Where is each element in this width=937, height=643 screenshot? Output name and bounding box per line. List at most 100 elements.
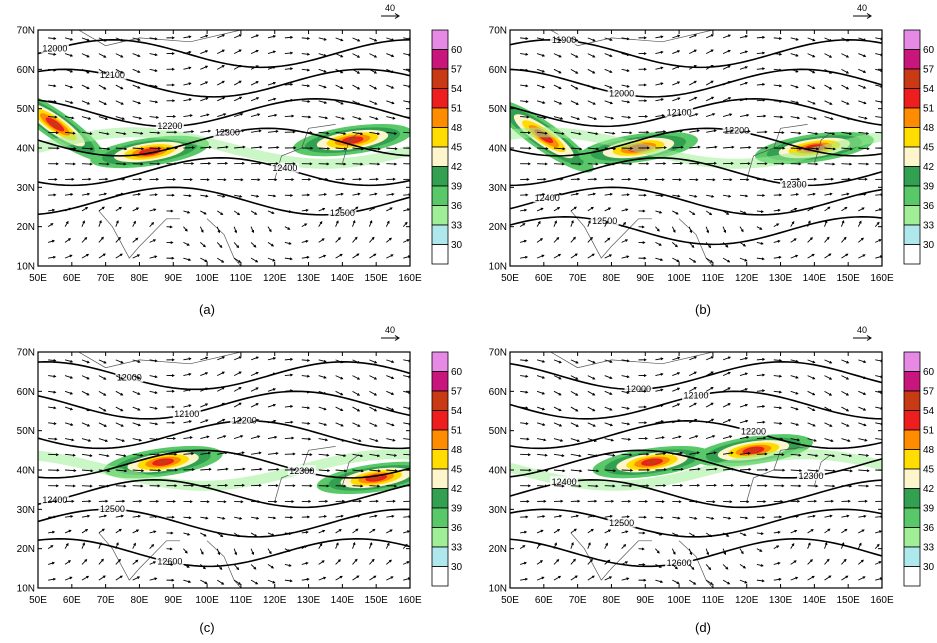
wind-vector-head [204,581,208,584]
wind-vector-head [276,146,280,149]
wind-vector-head [224,161,229,165]
wind-vector-head [843,236,847,240]
wind-vector-head [678,500,682,504]
wind-vector-head [727,581,731,585]
wind-vector-head [55,484,59,488]
wind-vector [587,453,598,457]
wind-vector-head [795,375,799,379]
wind-vector-head [341,439,345,442]
wind-vector-head [273,516,277,520]
wind-vector [773,256,781,259]
wind-vector [369,469,381,472]
wind-vector [807,68,815,74]
wind-vector-head [526,499,530,503]
wind-vector [570,469,582,472]
contour-label-bg [682,389,710,400]
wind-vector [688,257,696,263]
wind-vector-head [202,244,206,248]
wind-vector [807,453,818,457]
wind-vector-head [120,514,125,518]
wind-vector [790,53,799,57]
wind-vector-head [711,96,715,100]
wind-vector-head [239,418,243,422]
wind-vector-head [340,86,344,90]
wind-vector-head [174,130,178,134]
wind-vector [520,562,527,565]
wind-vector-head [832,469,837,473]
wind-vector-head [308,437,312,441]
wind-vector-head [275,129,279,133]
wind-vector-head [641,547,645,551]
wind-vector [132,375,140,379]
wind-vector [773,68,782,71]
wind-vector-head [271,533,275,537]
wind-vector-head [70,359,74,363]
wind-vector-head [795,69,799,73]
x-tick-label: 160E [870,595,894,606]
wind-vector-head [205,356,209,360]
wind-vector-head [340,514,344,518]
wind-vector [705,564,711,570]
wind-vector-head [171,67,175,71]
wind-vector-head [325,499,329,503]
wind-vector-head [829,192,833,196]
wind-vector-head [69,376,74,379]
wind-vector-head [725,244,729,248]
wind-vector [587,575,595,581]
wind-vector-head [238,582,242,585]
wind-vector-head [154,193,158,197]
wind-vector [604,221,608,227]
wind-vector-head [239,96,243,100]
wind-vector-head [65,542,69,546]
wind-vector-head [588,220,591,224]
wind-vector-head [208,161,212,165]
wind-vector-head [860,559,864,563]
wind-vector [284,421,293,424]
wind-vector [98,100,107,105]
wind-vector-head [863,54,867,58]
colorbar-box [431,390,449,411]
wind-vector [234,435,243,439]
wind-vector-head [761,257,765,261]
wind-vector [132,469,144,472]
wind-vector-head [795,515,799,518]
wind-vector-head [863,360,867,364]
wind-vector-head [189,436,193,440]
coastline [678,218,714,266]
wind-vector [587,220,591,227]
wind-vector [64,515,73,518]
wind-vector-head [846,70,850,74]
wind-vector-head [274,500,278,504]
wind-vector-head [53,422,57,425]
wind-vector [284,437,294,439]
wind-vector [553,100,562,105]
wind-vector [335,131,346,135]
wind-vector [98,528,105,534]
coastline [78,352,241,369]
wind-vector [722,516,731,519]
wind-vector-head [323,254,327,258]
wind-vector [807,438,817,442]
wind-vector [536,100,545,104]
wind-vector [352,131,363,135]
wind-vector [739,357,748,361]
wind-vector-head [101,206,105,210]
wind-vector-head [711,516,715,520]
wind-vector [64,193,73,196]
wind-vector [604,438,614,441]
wind-vector [570,406,578,412]
wind-vector-head [204,259,208,262]
y-tick-label: 50N [17,426,35,437]
wind-vector [81,131,92,135]
wind-vector-head [526,115,530,119]
wind-vector-head [694,418,698,422]
wind-vector [233,49,242,54]
wind-vector-head [573,236,576,240]
wind-vector [233,80,242,86]
wind-vector [536,254,544,259]
wind-vector-head [595,162,599,166]
wind-vector [267,146,279,149]
x-tick-label: 150E [365,273,389,284]
wind-vector-head [222,418,226,422]
wind-vector-head [238,356,242,359]
